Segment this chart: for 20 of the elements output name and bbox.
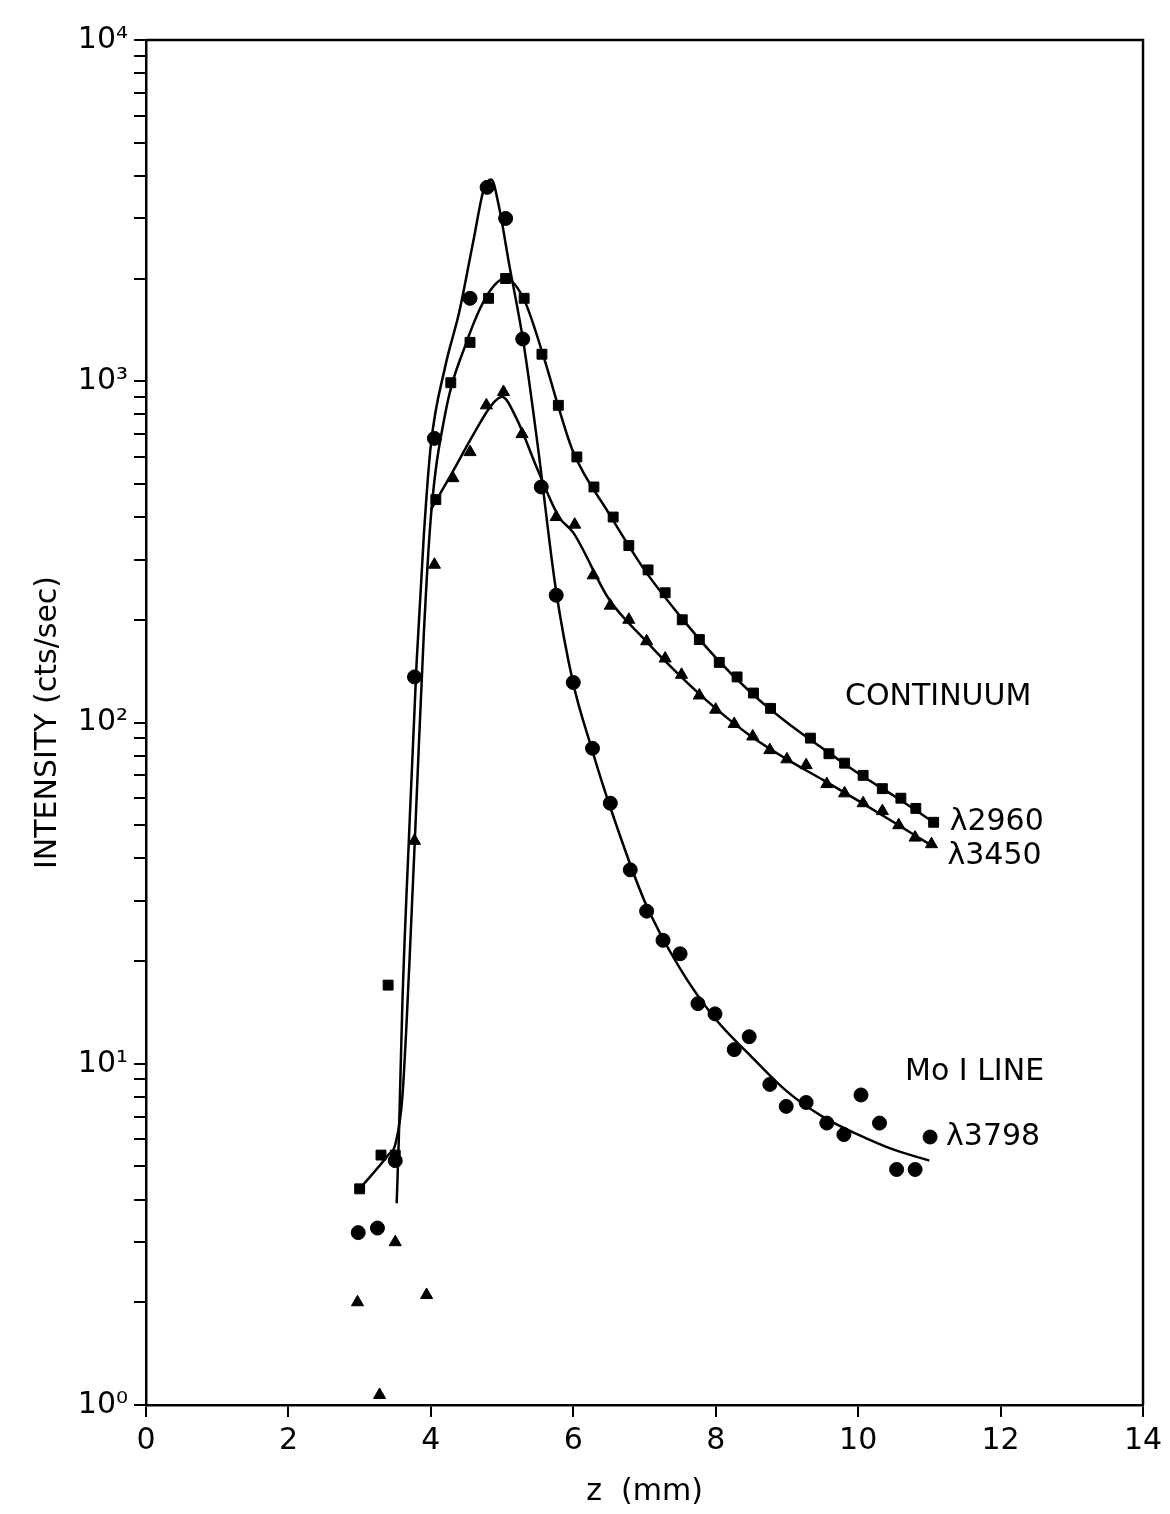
y-tick-label: 10⁴ bbox=[77, 19, 128, 55]
x-tick-label: 14 bbox=[1123, 1420, 1163, 1456]
y-tick-label: 10³ bbox=[77, 361, 128, 397]
x-tick-label: 0 bbox=[136, 1420, 156, 1456]
series-label: λ2960 bbox=[949, 802, 1044, 838]
series-label: λ3798 bbox=[946, 1116, 1041, 1152]
y-tick-label: 10⁰ bbox=[77, 1384, 128, 1420]
x-tick-label: 4 bbox=[421, 1420, 441, 1456]
x-tick-label: 6 bbox=[563, 1420, 583, 1456]
y-tick-label: 10¹ bbox=[77, 1043, 128, 1079]
y-axis-title: INTENSITY (cts/sec) bbox=[27, 575, 63, 870]
x-tick-label: 12 bbox=[981, 1420, 1020, 1456]
y-tick-label: 10² bbox=[77, 702, 128, 738]
x-tick-label: 10 bbox=[839, 1420, 878, 1456]
x-tick-label: 2 bbox=[278, 1420, 298, 1456]
annotation: CONTINUUM bbox=[845, 676, 1032, 712]
series-label: λ3450 bbox=[947, 836, 1042, 872]
x-tick-label: 8 bbox=[706, 1420, 726, 1456]
x-axis-title: z (mm) bbox=[586, 1471, 703, 1507]
annotation: Mo I LINE bbox=[905, 1051, 1045, 1087]
